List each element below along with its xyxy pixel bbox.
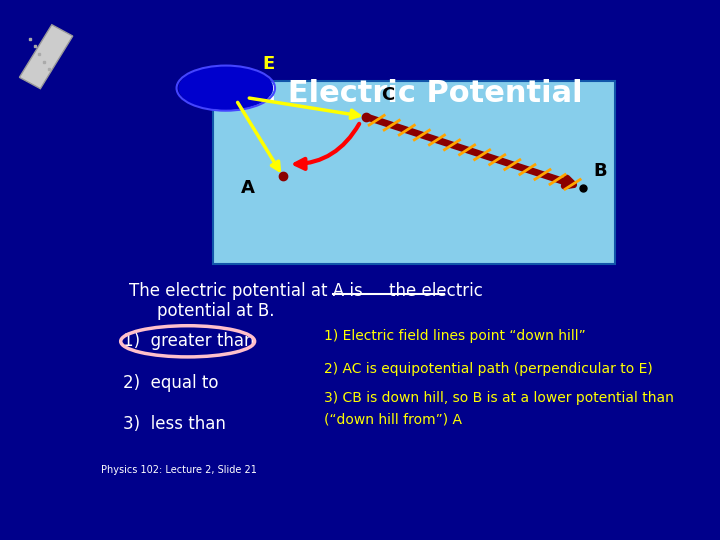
Text: (“down hill from”) A: (“down hill from”) A [324, 412, 462, 426]
Text: 3)  less than: 3) less than [124, 415, 226, 434]
Text: E: E [262, 55, 274, 73]
Text: 1)  greater than: 1) greater than [124, 332, 255, 350]
Text: Physics 102: Lecture 2, Slide 21: Physics 102: Lecture 2, Slide 21 [101, 465, 257, 475]
Text: the electric: the electric [389, 282, 482, 300]
Text: 1) Electric field lines point “down hill”: 1) Electric field lines point “down hill… [324, 329, 586, 343]
Polygon shape [19, 25, 73, 89]
Text: ACT: Electric Potential: ACT: Electric Potential [200, 79, 582, 109]
Text: C: C [382, 86, 395, 104]
Text: 2) AC is equipotential path (perpendicular to E): 2) AC is equipotential path (perpendicul… [324, 362, 653, 376]
Text: 2)  equal to: 2) equal to [124, 374, 219, 392]
Text: The electric potential at A is: The electric potential at A is [129, 282, 363, 300]
Text: A: A [241, 179, 255, 197]
Text: 3) CB is down hill, so B is at a lower potential than: 3) CB is down hill, so B is at a lower p… [324, 392, 674, 406]
Text: potential at B.: potential at B. [157, 302, 274, 320]
FancyBboxPatch shape [213, 82, 615, 265]
Text: B: B [594, 162, 608, 180]
Circle shape [179, 67, 272, 110]
